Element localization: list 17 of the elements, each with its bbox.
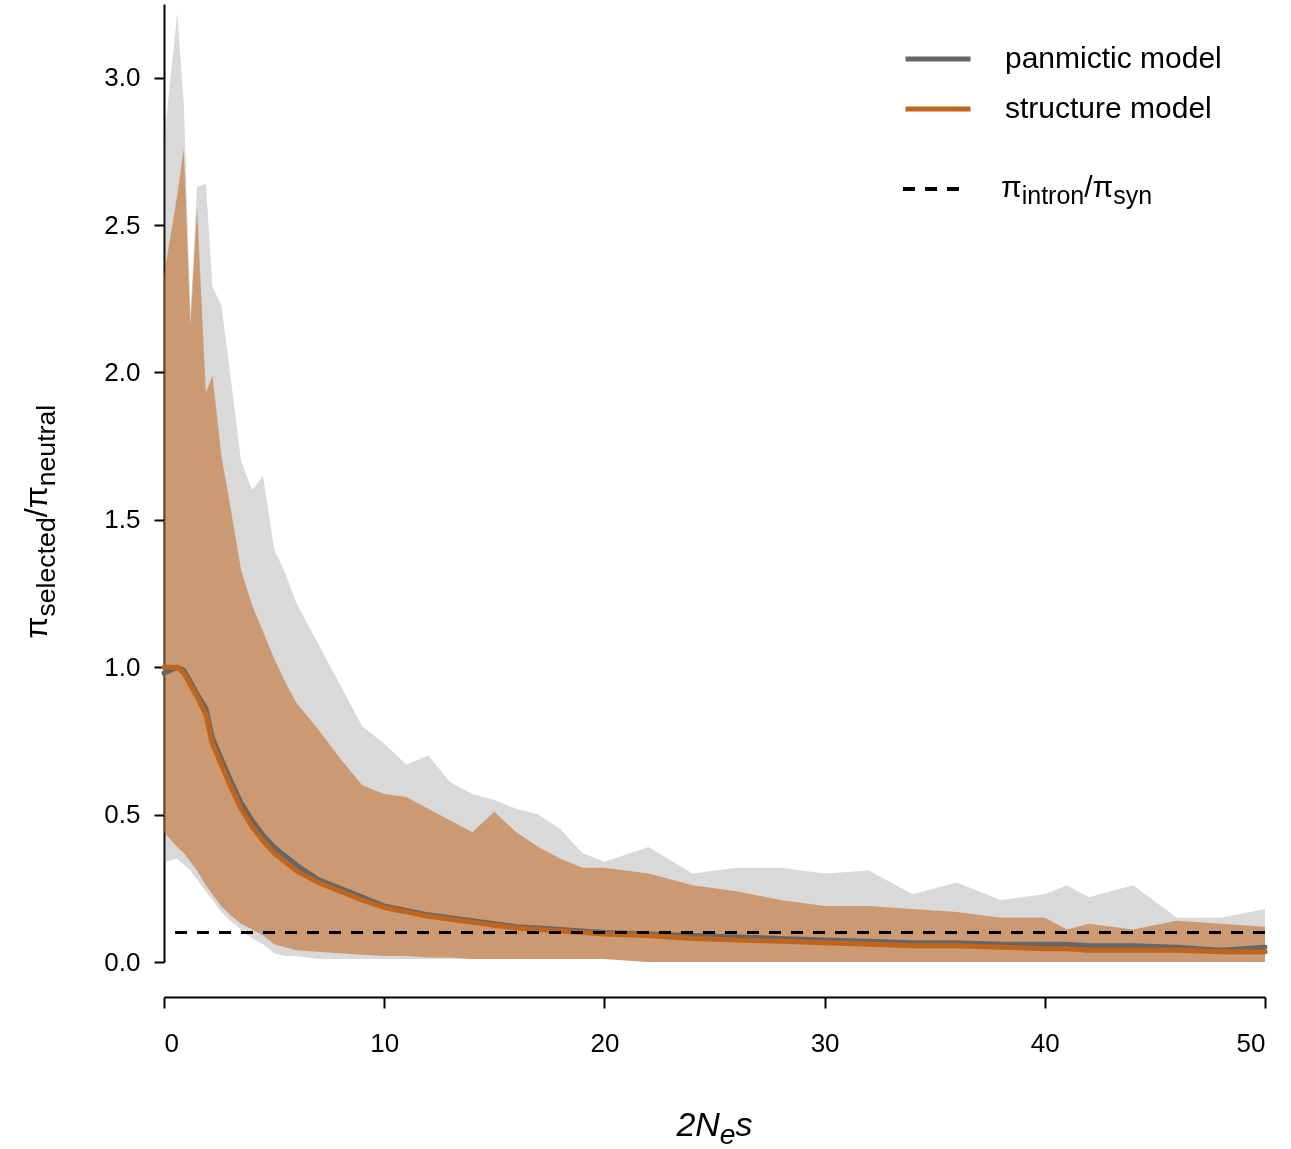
y-tick-label: 0.0 xyxy=(104,946,141,977)
y-tick-label: 2.5 xyxy=(104,209,141,240)
legend-label: panmictic model xyxy=(1005,41,1222,74)
x-axis-title: 2N$_{e}$s xyxy=(675,1105,754,1149)
y-tick-label: 0.5 xyxy=(104,799,141,830)
x-tick-label: 30 xyxy=(810,1027,840,1058)
x-tick-label: 0 xyxy=(164,1027,179,1058)
y-tick-label: 2.0 xyxy=(104,356,141,387)
y-tick-label: 1.5 xyxy=(104,504,141,535)
legend-label: structure model xyxy=(1005,91,1212,124)
y-tick-label: 3.0 xyxy=(104,62,141,93)
legend-label: π$_{intron}$/π$_{syn}$ xyxy=(1001,169,1153,211)
y-tick-label: 1.0 xyxy=(104,651,141,682)
x-tick-label: 10 xyxy=(370,1027,400,1058)
x-tick-label: 20 xyxy=(590,1027,620,1058)
x-tick-label: 40 xyxy=(1030,1027,1060,1058)
x-tick-label: 50 xyxy=(1236,1027,1266,1058)
